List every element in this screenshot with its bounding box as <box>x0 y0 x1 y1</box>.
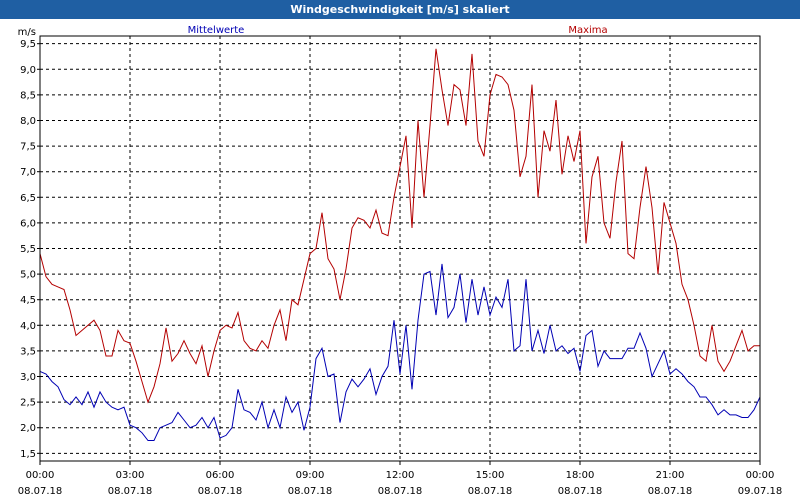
y-tick-label: 8,5 <box>20 90 36 101</box>
x-tick-date: 08.07.18 <box>378 486 423 497</box>
y-tick-label: 5,0 <box>20 270 36 281</box>
wind-speed-chart: 1,5 2,0 2,5 3,0 3,5 4,0 4,5 5,0 5,5 6,0 6,5 7,0 7,5 8… <box>18 25 783 497</box>
y-tick-label: 1,5 <box>20 449 36 460</box>
x-tick-time: 15:00 <box>476 470 505 481</box>
y-tick-label: 2,0 <box>20 423 36 434</box>
y-axis-unit: m/s <box>18 27 36 38</box>
y-tick-label: 9,5 <box>20 39 36 50</box>
y-axis-ticks: 1,5 2,0 2,5 3,0 3,5 4,0 4,5 5,0 5,5 6,0 6,5 7,0 7,5 8… <box>20 39 40 460</box>
x-tick-date: 09.07.18 <box>738 486 783 497</box>
x-tick-time: 09:00 <box>296 470 325 481</box>
x-tick-date: 08.07.18 <box>108 486 153 497</box>
y-tick-label: 4,5 <box>20 295 36 306</box>
y-tick-label: 6,5 <box>20 193 36 204</box>
x-tick-date: 08.07.18 <box>288 486 333 497</box>
chart-grid <box>40 36 760 461</box>
x-tick-time: 03:00 <box>116 470 145 481</box>
series-line-maxima <box>39 48 760 404</box>
x-tick-date: 08.07.18 <box>468 486 513 497</box>
y-tick-label: 7,5 <box>20 142 36 153</box>
x-tick-time: 00:00 <box>26 470 55 481</box>
legend-entry-maxima: Maxima <box>568 25 607 36</box>
x-axis-ticks: 00:00 08.07.18 03:00 08.07.18 06:00 08.07.18 0… <box>18 461 783 497</box>
y-tick-label: 9,0 <box>20 65 36 76</box>
y-tick-label: 2,5 <box>20 398 36 409</box>
y-tick-label: 5,5 <box>20 244 36 255</box>
y-tick-label: 7,0 <box>20 167 36 178</box>
x-tick-time: 18:00 <box>566 470 595 481</box>
x-tick-date: 08.07.18 <box>198 486 243 497</box>
x-tick-date: 08.07.18 <box>18 486 63 497</box>
y-tick-label: 3,0 <box>20 372 36 383</box>
x-tick-time: 21:00 <box>656 470 685 481</box>
x-tick-date: 08.07.18 <box>558 486 603 497</box>
y-tick-label: 4,0 <box>20 321 36 332</box>
y-tick-label: 8,0 <box>20 116 36 127</box>
series-line-mittelwerte <box>39 263 761 441</box>
window-title: Windgeschwindigkeit [m/s] skaliert <box>0 0 800 19</box>
y-tick-label: 6,0 <box>20 218 36 229</box>
x-tick-time: 12:00 <box>386 470 415 481</box>
x-tick-date: 08.07.18 <box>648 486 693 497</box>
x-tick-time: 06:00 <box>206 470 235 481</box>
y-tick-label: 3,5 <box>20 346 36 357</box>
chart-series <box>39 48 761 441</box>
x-tick-time: 00:00 <box>746 470 775 481</box>
legend-entry-mittelwerte: Mittelwerte <box>188 25 245 36</box>
chart-legend: Mittelwerte Maxima <box>188 25 608 36</box>
